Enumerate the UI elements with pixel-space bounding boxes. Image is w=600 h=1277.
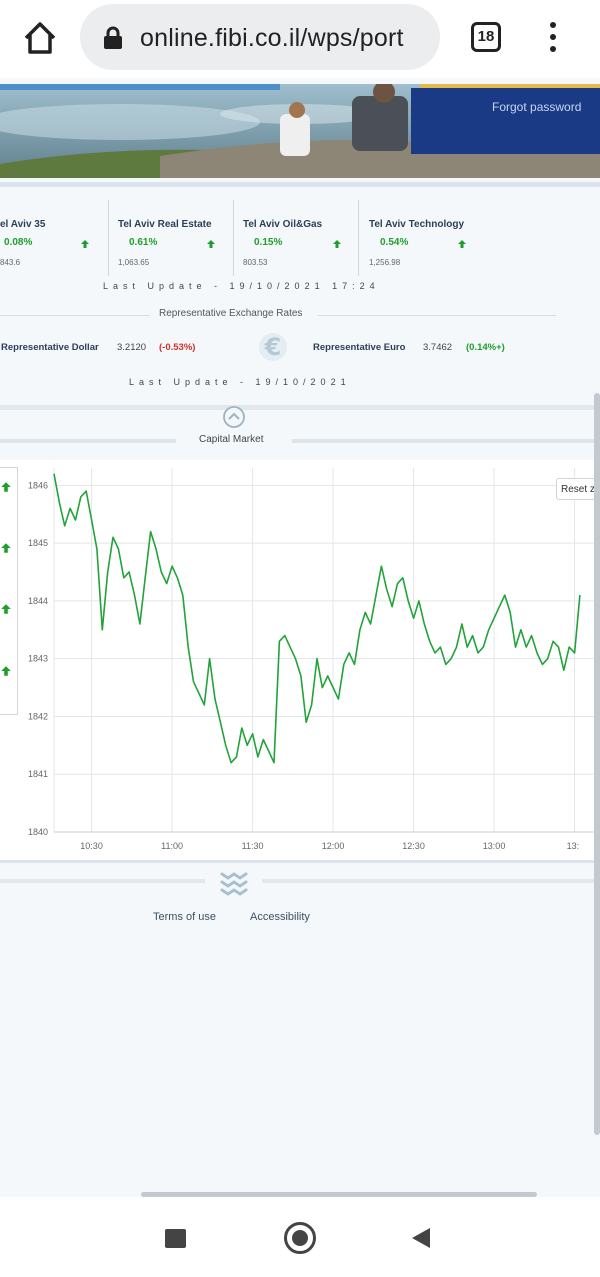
dollar-rate: 3.2120 bbox=[117, 342, 147, 353]
index-card-technology[interactable]: Tel Aviv Technology 0.54% 1,256.98 bbox=[369, 200, 489, 280]
series-line bbox=[53, 473, 581, 764]
x-tick-label: 10:30 bbox=[80, 841, 103, 851]
index-change: 0.08% bbox=[4, 237, 33, 248]
home-nav-icon[interactable] bbox=[284, 1222, 316, 1254]
x-tick-label: 11:00 bbox=[161, 841, 183, 851]
fx-last-update: Last Update - 19/10/2021 bbox=[129, 377, 351, 387]
index-chart[interactable]: 1846 1845 1844 1843 1842 1841 1840 10:30 11:00 11… bbox=[0, 460, 595, 860]
url-text: online.fibi.co.il/wps/port bbox=[140, 24, 404, 52]
tab-switcher-button[interactable]: 18 bbox=[471, 22, 501, 52]
index-card-real-estate[interactable]: Tel Aviv Real Estate 0.61% 1,063.65 bbox=[118, 200, 233, 280]
index-card-oil-gas[interactable]: Tel Aviv Oil&Gas 0.15% 803.53 bbox=[243, 200, 358, 280]
index-value: 803.53 bbox=[243, 258, 268, 267]
euro-rate: 3.7462 bbox=[423, 342, 453, 353]
svg-text:€: € bbox=[264, 333, 282, 361]
index-name: Tel Aviv Real Estate bbox=[118, 219, 212, 230]
browser-toolbar: online.fibi.co.il/wps/port 18 bbox=[0, 0, 600, 78]
index-divider bbox=[358, 200, 359, 276]
fx-title-line bbox=[0, 315, 150, 316]
dollar-label: Representative Dollar bbox=[1, 342, 99, 353]
section-band bbox=[0, 405, 595, 410]
index-change: 0.54% bbox=[380, 237, 409, 248]
up-arrow-icon bbox=[332, 236, 342, 248]
chart-svg: 1846 1845 1844 1843 1842 1841 1840 10:30 11:00 11… bbox=[28, 468, 595, 851]
up-arrow-icon bbox=[206, 236, 216, 248]
back-icon[interactable] bbox=[411, 1227, 431, 1249]
up-arrow-icon bbox=[80, 236, 90, 248]
y-tick-label: 1844 bbox=[28, 596, 48, 606]
header-accent-strip bbox=[420, 84, 600, 88]
up-arrow-icon bbox=[0, 664, 12, 676]
section-line bbox=[0, 439, 176, 443]
footer-line bbox=[262, 879, 595, 883]
index-name: Tel Aviv Oil&Gas bbox=[243, 219, 323, 230]
lock-icon bbox=[102, 26, 124, 50]
y-tick-label: 1846 bbox=[28, 480, 48, 490]
euro-icon: € bbox=[258, 332, 288, 362]
index-name: Tel Aviv Technology bbox=[369, 219, 465, 230]
section-title: Capital Market bbox=[199, 434, 264, 445]
x-tick-label: 13:00 bbox=[483, 841, 506, 851]
y-tick-label: 1842 bbox=[28, 711, 48, 721]
x-tick-label: 12:00 bbox=[322, 841, 345, 851]
index-name: el Aviv 35 bbox=[0, 219, 46, 230]
index-value: 843.6 bbox=[0, 258, 21, 267]
section-line bbox=[292, 439, 595, 443]
index-card-ta35[interactable]: el Aviv 35 0.08% 843.6 bbox=[0, 200, 108, 280]
euro-change: (0.14%+) bbox=[466, 342, 505, 353]
indices-last-update: Last Update - 19/10/2021 17:24 bbox=[103, 281, 380, 291]
index-divider bbox=[233, 200, 234, 276]
x-tick-label: 13: bbox=[567, 841, 580, 851]
forgot-password-link[interactable]: Forgot password bbox=[492, 100, 582, 114]
y-tick-label: 1841 bbox=[28, 769, 48, 779]
more-menu-icon[interactable] bbox=[545, 20, 561, 56]
index-value: 1,063.65 bbox=[118, 258, 150, 267]
euro-label: Representative Euro bbox=[313, 342, 406, 353]
home-icon[interactable] bbox=[18, 18, 62, 58]
up-arrow-icon bbox=[0, 602, 12, 614]
recent-apps-icon[interactable] bbox=[165, 1229, 186, 1248]
y-tick-label: 1845 bbox=[28, 538, 48, 548]
hero-divider bbox=[0, 182, 600, 187]
x-tick-label: 11:30 bbox=[242, 841, 264, 851]
up-arrow-icon bbox=[457, 236, 467, 248]
index-change: 0.15% bbox=[254, 237, 283, 248]
chart-side-panel bbox=[0, 467, 18, 715]
index-value: 1,256.98 bbox=[369, 258, 401, 267]
index-divider bbox=[108, 200, 109, 276]
login-panel bbox=[411, 88, 600, 154]
accessibility-link[interactable]: Accessibility bbox=[250, 911, 310, 923]
y-tick-label: 1840 bbox=[28, 827, 48, 837]
fx-title-line bbox=[318, 315, 556, 316]
address-bar[interactable]: online.fibi.co.il/wps/port bbox=[80, 4, 440, 70]
footer-line bbox=[0, 879, 205, 883]
up-arrow-icon bbox=[0, 541, 12, 553]
y-tick-label: 1843 bbox=[28, 654, 48, 664]
index-change: 0.61% bbox=[129, 237, 158, 248]
bank-logo-icon bbox=[218, 868, 250, 896]
horizontal-scrollbar[interactable] bbox=[141, 1192, 537, 1197]
chevron-up-icon[interactable] bbox=[222, 405, 246, 429]
chart-bottom-border bbox=[0, 860, 595, 863]
dollar-change: (-0.53%) bbox=[159, 342, 196, 353]
x-tick-label: 12:30 bbox=[402, 841, 425, 851]
terms-of-use-link[interactable]: Terms of use bbox=[153, 911, 216, 923]
fx-title: Representative Exchange Rates bbox=[159, 308, 303, 319]
up-arrow-icon bbox=[0, 480, 12, 492]
vertical-scrollbar[interactable] bbox=[594, 393, 600, 1135]
